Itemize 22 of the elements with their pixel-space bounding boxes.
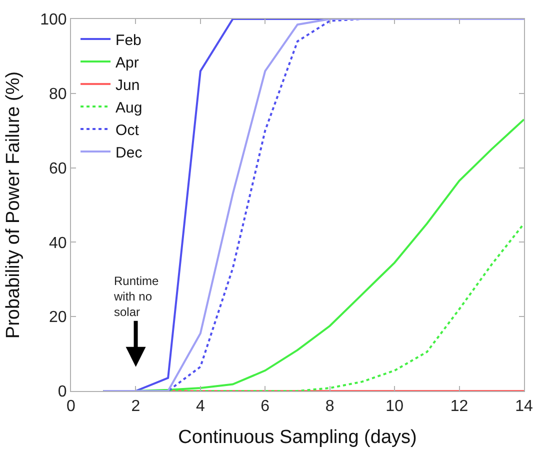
x-tick-label: 6 <box>260 398 270 416</box>
legend-label: Oct <box>116 122 140 139</box>
y-axis-title: Probability of Power Failure (%) <box>2 71 24 339</box>
x-tick-label: 8 <box>325 398 334 416</box>
legend-label: Apr <box>116 54 139 72</box>
legend-label: Feb <box>116 32 142 49</box>
legend-label: Jun <box>116 76 140 94</box>
annotation: Runtime with no solar <box>113 274 160 320</box>
y-tick-label: 100 <box>40 12 67 29</box>
legend-label: Dec <box>116 144 143 162</box>
x-tick-label: 12 <box>450 398 468 416</box>
y-tick-label: 0 <box>58 384 67 401</box>
y-tick-label: 20 <box>49 309 67 326</box>
x-tick-label: 2 <box>131 398 140 416</box>
y-tick-label: 80 <box>49 86 67 103</box>
legend-label: Aug <box>116 99 142 116</box>
x-axis-title: Continuous Sampling (days) <box>178 427 417 448</box>
x-tick-label: 4 <box>196 398 205 416</box>
y-tick-label: 40 <box>49 234 67 252</box>
x-tick-label: 10 <box>386 398 404 416</box>
x-tick-label: 14 <box>515 398 533 416</box>
y-tick-label: 60 <box>49 160 67 178</box>
